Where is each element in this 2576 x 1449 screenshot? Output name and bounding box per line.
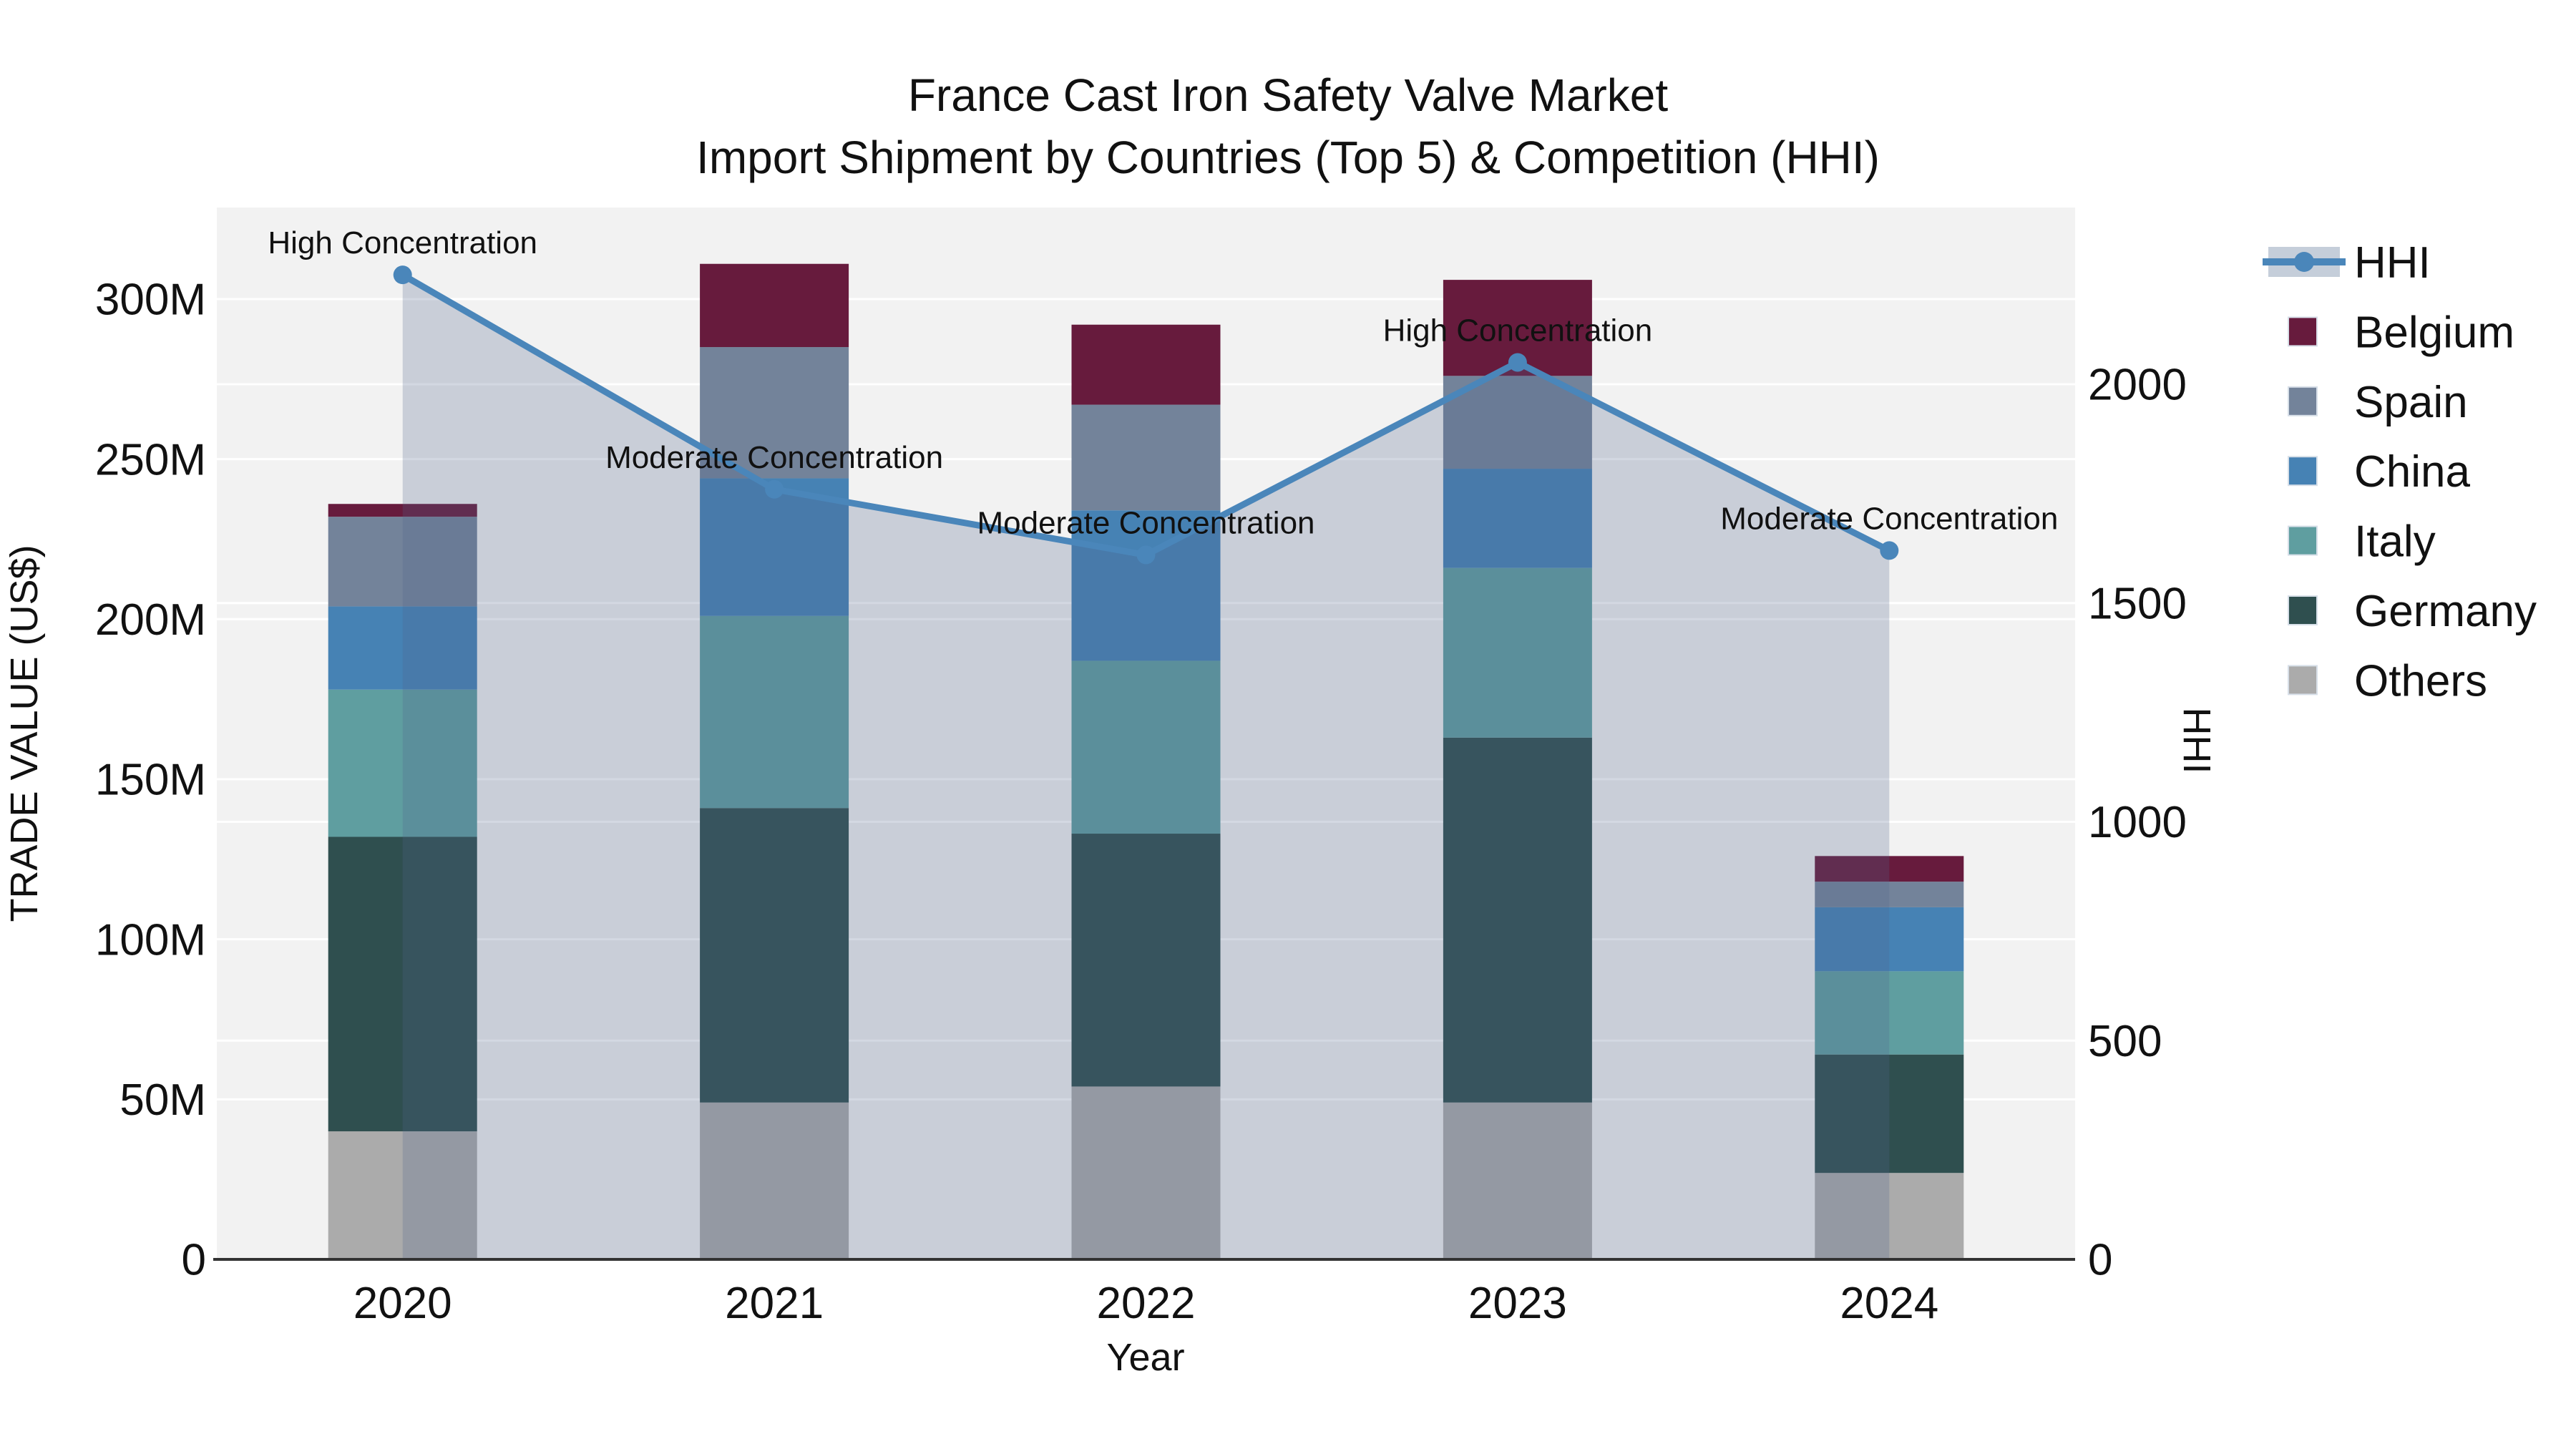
bar-segment-others-2021: [700, 1102, 849, 1259]
hhi-marker-2020: [393, 265, 412, 285]
legend-item-spain: Spain: [2288, 378, 2468, 427]
bar-segment-others-2020: [328, 1131, 477, 1259]
left-tick-0: 0: [182, 1236, 206, 1285]
right-axis-title: HHI: [2175, 708, 2218, 774]
bar-segment-germany-2024: [1815, 1054, 1964, 1174]
hhi-annotation-2023: High Concentration: [1383, 313, 1653, 348]
right-tick-0: 0: [2088, 1236, 2112, 1285]
bar-segment-italy-2021: [700, 615, 849, 809]
legend-item-china: China: [2288, 447, 2471, 497]
left-tick-100M: 100M: [95, 915, 206, 965]
legend-label-china: China: [2354, 447, 2471, 497]
left-axis-title: TRADE VALUE (US$): [3, 545, 46, 922]
chart-title-line1: France Cast Iron Safety Valve Market: [908, 69, 1669, 121]
legend-swatch-spain: [2288, 386, 2318, 416]
bar-segment-spain-2021: [700, 347, 849, 479]
bar-segment-italy-2024: [1815, 971, 1964, 1055]
bar-segment-belgium-2021: [700, 263, 849, 348]
legend-label-spain: Spain: [2354, 378, 2468, 427]
bar-segment-china-2023: [1443, 469, 1592, 568]
bar-segment-spain-2024: [1815, 882, 1964, 907]
bar-segment-germany-2022: [1071, 834, 1221, 1087]
legend-item-italy: Italy: [2288, 517, 2436, 567]
bar-segment-others-2022: [1071, 1086, 1221, 1259]
hhi-marker-2022: [1136, 545, 1156, 565]
bar-segment-spain-2022: [1071, 404, 1221, 511]
right-tick-1500: 1500: [2088, 579, 2187, 628]
legend-item-germany: Germany: [2288, 587, 2537, 636]
right-tick-2000: 2000: [2088, 361, 2187, 410]
hhi-marker-2024: [1880, 541, 1899, 560]
legend-label-belgium: Belgium: [2354, 308, 2514, 357]
legend-hhi-marker-sample: [2294, 252, 2314, 272]
legend-label-italy: Italy: [2354, 517, 2436, 567]
left-axis-tick-labels: 0 50M 100M 150M 200M 250M 300M: [95, 275, 206, 1285]
bar-segment-spain-2020: [328, 517, 477, 607]
annotations: High Concentration Moderate Concentration…: [268, 225, 2058, 540]
hhi-annotation-2024: Moderate Concentration: [1720, 501, 2058, 536]
bar-segment-germany-2023: [1443, 737, 1592, 1103]
legend-item-hhi: HHI: [2263, 238, 2431, 288]
hhi-annotation-2020: High Concentration: [268, 225, 537, 260]
left-tick-50M: 50M: [119, 1075, 206, 1125]
bar-segment-germany-2021: [700, 808, 849, 1103]
hhi-area-fill: [402, 275, 1890, 1259]
legend-label-germany: Germany: [2354, 587, 2537, 636]
hhi-annotation-2022: Moderate Concentration: [977, 506, 1314, 541]
legend-swatch-others: [2288, 665, 2318, 696]
hhi-marker-2023: [1508, 353, 1527, 372]
x-tick-2022: 2022: [1097, 1279, 1196, 1328]
x-tick-2021: 2021: [725, 1279, 824, 1328]
x-axis-tick-labels: 2020 2021 2022 2023 2024: [353, 1279, 1939, 1328]
left-tick-150M: 150M: [95, 756, 206, 805]
bar-segment-germany-2020: [328, 836, 477, 1132]
bar-segment-belgium-2024: [1815, 856, 1964, 882]
legend-item-belgium: Belgium: [2288, 308, 2514, 357]
bar-segment-italy-2020: [328, 689, 477, 837]
bar-segment-others-2023: [1443, 1102, 1592, 1259]
x-tick-2024: 2024: [1840, 1279, 1938, 1328]
x-tick-2020: 2020: [353, 1279, 452, 1328]
bar-segment-italy-2023: [1443, 567, 1592, 738]
legend-swatch-germany: [2288, 595, 2318, 625]
x-axis-title: Year: [1106, 1336, 1184, 1379]
legend-swatch-belgium: [2288, 316, 2318, 347]
bar-segment-italy-2022: [1071, 660, 1221, 834]
right-tick-1000: 1000: [2088, 798, 2187, 847]
legend-swatch-italy: [2288, 525, 2318, 556]
bar-segment-china-2024: [1815, 907, 1964, 972]
left-tick-200M: 200M: [95, 595, 206, 645]
bar-segment-belgium-2020: [328, 504, 477, 517]
legend-swatch-china: [2288, 456, 2318, 487]
bar-segment-china-2022: [1071, 510, 1221, 661]
legend: HHI Belgium Spain China Italy Germany Others: [2263, 238, 2537, 706]
stacked-bars: [328, 263, 1964, 1259]
chart-title-line2: Import Shipment by Countries (Top 5) & C…: [696, 132, 1880, 183]
hhi-annotation-2021: Moderate Concentration: [605, 440, 943, 475]
hhi-marker-2021: [765, 479, 784, 499]
left-tick-250M: 250M: [95, 435, 206, 484]
hhi-markers: [393, 265, 1899, 565]
bar-segment-others-2024: [1815, 1173, 1964, 1259]
bar-segment-china-2020: [328, 606, 477, 690]
legend-label-hhi: HHI: [2354, 238, 2431, 288]
x-tick-2023: 2023: [1468, 1279, 1567, 1328]
legend-item-others: Others: [2288, 656, 2487, 706]
right-axis-tick-labels: 0 500 1000 1500 2000: [2088, 361, 2187, 1285]
right-tick-500: 500: [2088, 1017, 2162, 1066]
legend-label-others: Others: [2354, 656, 2487, 706]
left-tick-300M: 300M: [95, 275, 206, 325]
bar-segment-belgium-2022: [1071, 324, 1221, 405]
